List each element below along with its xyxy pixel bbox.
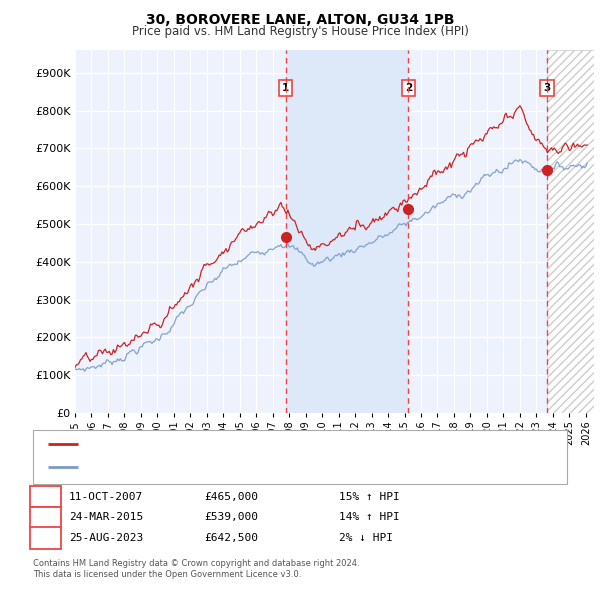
Text: Price paid vs. HM Land Registry's House Price Index (HPI): Price paid vs. HM Land Registry's House … (131, 25, 469, 38)
Text: 2: 2 (404, 83, 412, 93)
Text: 30, BOROVERE LANE, ALTON, GU34 1PB (detached house): 30, BOROVERE LANE, ALTON, GU34 1PB (deta… (87, 439, 389, 448)
Text: 30, BOROVERE LANE, ALTON, GU34 1PB: 30, BOROVERE LANE, ALTON, GU34 1PB (146, 13, 454, 27)
Text: 24-MAR-2015: 24-MAR-2015 (69, 513, 143, 522)
Text: 2: 2 (42, 513, 49, 522)
Text: Contains HM Land Registry data © Crown copyright and database right 2024.
This d: Contains HM Land Registry data © Crown c… (33, 559, 359, 579)
Text: £465,000: £465,000 (204, 492, 258, 502)
Text: 14% ↑ HPI: 14% ↑ HPI (339, 513, 400, 522)
Text: 11-OCT-2007: 11-OCT-2007 (69, 492, 143, 502)
Text: 15% ↑ HPI: 15% ↑ HPI (339, 492, 400, 502)
Text: 2% ↓ HPI: 2% ↓ HPI (339, 533, 393, 543)
Text: 25-AUG-2023: 25-AUG-2023 (69, 533, 143, 543)
Bar (547, 50, 594, 413)
Text: 1: 1 (42, 492, 49, 502)
Text: £539,000: £539,000 (204, 513, 258, 522)
Text: HPI: Average price, detached house, East Hampshire: HPI: Average price, detached house, East… (87, 463, 362, 472)
Bar (286, 50, 409, 413)
Text: 3: 3 (42, 533, 49, 543)
Text: £642,500: £642,500 (204, 533, 258, 543)
Text: 3: 3 (544, 83, 551, 93)
Text: 1: 1 (282, 83, 289, 93)
